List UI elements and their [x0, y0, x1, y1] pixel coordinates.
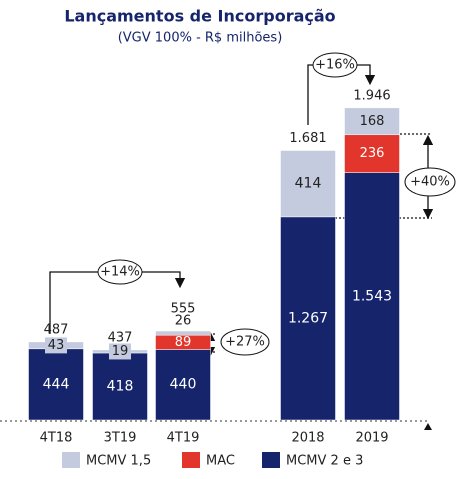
- bar-segment: [344, 134, 400, 173]
- legend-swatch: [62, 452, 80, 468]
- bar-segment: [155, 330, 211, 336]
- value-label: 444: [43, 376, 70, 392]
- annotation: +14%: [100, 265, 140, 280]
- value-label: 236: [360, 146, 385, 161]
- value-label: 440: [170, 377, 197, 393]
- x-tick-label: 4T19: [167, 431, 200, 446]
- legend-label: MAC: [206, 454, 235, 469]
- value-label: 26: [175, 314, 192, 329]
- x-tick-label: 2018: [291, 431, 324, 446]
- bar-segment: [344, 172, 400, 421]
- annotation: +27%: [225, 335, 265, 350]
- value-label: 43: [48, 338, 65, 353]
- ellipse: [220, 328, 270, 356]
- x-tick-label: 2019: [355, 431, 388, 446]
- chart-title: Lançamentos de Incorporação: [64, 7, 335, 26]
- chart-subtitle: (VGV 100% - R$ milhões): [118, 31, 283, 46]
- bar-segment: [92, 352, 148, 421]
- bracket: [49, 271, 180, 334]
- x-tick-label: 4T18: [40, 431, 73, 446]
- ellipse: [404, 167, 456, 197]
- bar-segment: [280, 216, 336, 421]
- annotation: +40%: [410, 175, 450, 190]
- ellipse: [312, 52, 358, 78]
- value-label: 89: [175, 335, 192, 350]
- bar-segment: [280, 150, 336, 218]
- ellipse: [97, 259, 143, 285]
- bar-segment: [344, 107, 400, 136]
- value-label: 168: [360, 114, 385, 129]
- bar-segment: [28, 348, 84, 421]
- legend-swatch: [182, 452, 200, 468]
- annotation: +16%: [315, 58, 355, 73]
- value-label: 418: [107, 378, 134, 394]
- total-label: 487: [44, 322, 69, 337]
- value-label: 1.543: [352, 288, 392, 304]
- total-label: 555: [171, 302, 196, 317]
- bar-segment: [155, 349, 211, 421]
- total-label: 1.681: [289, 131, 326, 146]
- value-label: 414: [295, 176, 322, 192]
- label-box: [45, 337, 67, 354]
- legend-swatch: [262, 452, 280, 468]
- x-tick-label: 3T19: [104, 431, 137, 446]
- legend-label: MCMV 1,5: [86, 454, 151, 469]
- value-label: 19: [112, 344, 129, 359]
- total-label: 1.946: [353, 88, 390, 103]
- axis-arrow: [424, 423, 432, 430]
- label-box: [109, 343, 131, 360]
- total-label: 437: [108, 330, 133, 345]
- value-label: 1.267: [288, 310, 328, 326]
- legend-label: MCMV 2 e 3: [286, 454, 363, 469]
